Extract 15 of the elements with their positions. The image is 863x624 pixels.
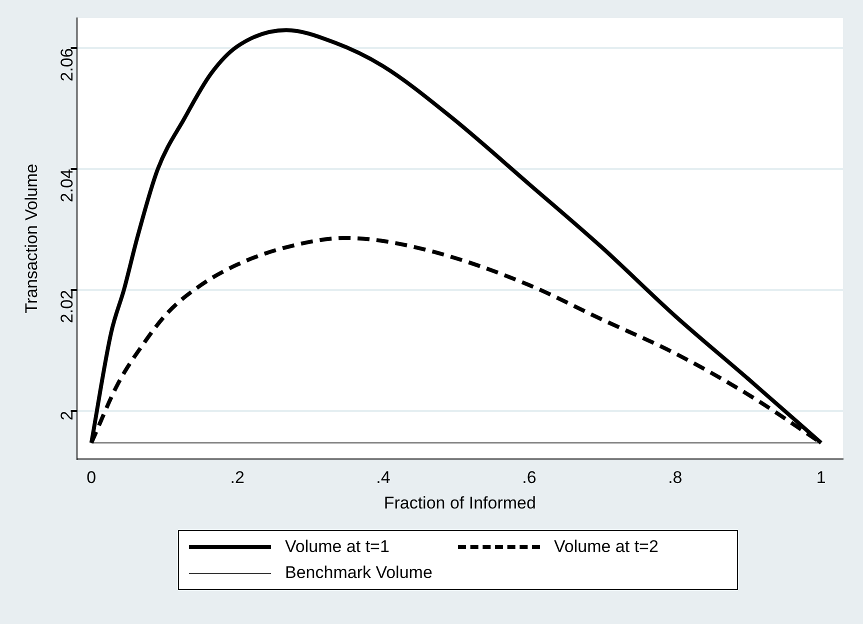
y-axis-title: Transaction Volume	[22, 164, 41, 314]
legend-label: Volume at t=1	[285, 537, 390, 557]
legend-label: Benchmark Volume	[285, 563, 432, 583]
y-tick-label: 2.02	[57, 290, 76, 324]
legend-label: Volume at t=2	[554, 537, 658, 557]
x-axis-title: Fraction of Informed	[384, 493, 536, 512]
x-tick-label: .4	[376, 468, 390, 488]
x-tick-label: .6	[522, 468, 536, 488]
y-tick-label: 2.06	[57, 48, 76, 82]
x-tick-label: 0	[86, 468, 96, 488]
y-tick-label: 2.04	[57, 169, 76, 202]
x-tick-label: 1	[816, 468, 826, 488]
y-tick-label: 2	[57, 410, 76, 420]
x-tick-label: .8	[668, 468, 682, 488]
x-tick-label: .2	[230, 468, 244, 488]
